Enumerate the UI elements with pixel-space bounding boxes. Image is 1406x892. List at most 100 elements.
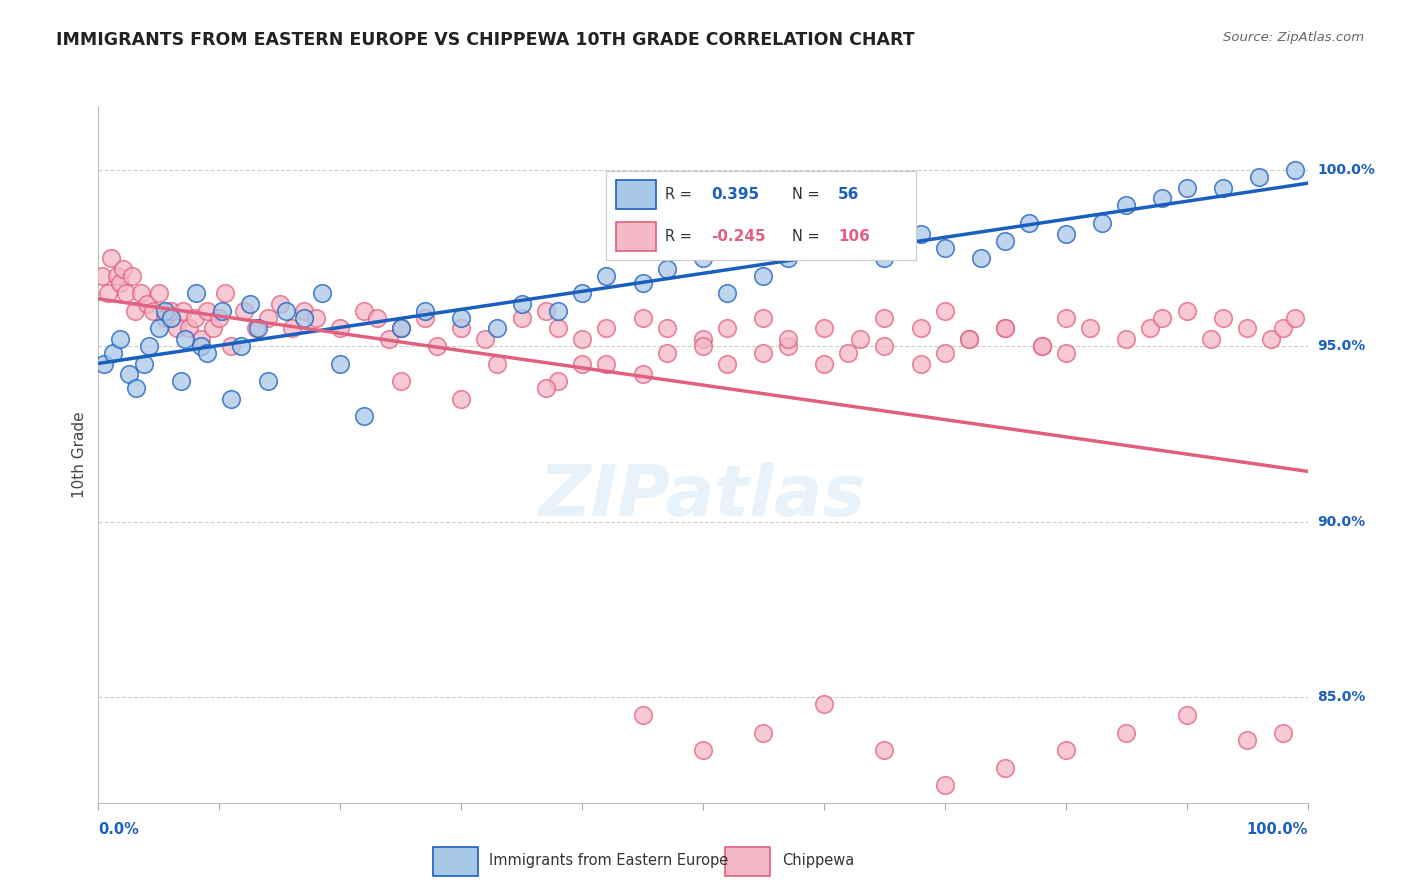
- Point: [776, 332, 799, 346]
- Point: [166, 321, 188, 335]
- Point: [232, 303, 254, 318]
- Point: [389, 321, 412, 335]
- Point: [211, 303, 233, 318]
- Point: [716, 357, 738, 371]
- Point: [329, 321, 352, 335]
- Point: [474, 332, 496, 346]
- Point: [190, 339, 212, 353]
- Point: [510, 310, 533, 325]
- Point: [1152, 310, 1174, 325]
- Text: N =: N =: [792, 228, 820, 244]
- Point: [1284, 310, 1306, 325]
- FancyBboxPatch shape: [725, 847, 770, 876]
- Point: [934, 778, 956, 792]
- Point: [655, 346, 678, 360]
- Point: [547, 374, 569, 388]
- Text: 56: 56: [838, 186, 859, 202]
- Point: [692, 339, 714, 353]
- Point: [153, 310, 176, 325]
- Text: 0.395: 0.395: [711, 186, 759, 202]
- Text: Source: ZipAtlas.com: Source: ZipAtlas.com: [1223, 31, 1364, 45]
- Point: [353, 409, 375, 424]
- Point: [957, 332, 980, 346]
- Point: [195, 303, 218, 318]
- FancyBboxPatch shape: [433, 847, 478, 876]
- Point: [813, 321, 835, 335]
- Point: [229, 339, 252, 353]
- Point: [534, 303, 557, 318]
- Text: 95.0%: 95.0%: [1317, 339, 1365, 353]
- Point: [873, 251, 896, 265]
- Text: 106: 106: [838, 228, 870, 244]
- Point: [631, 708, 654, 723]
- Point: [1054, 743, 1077, 757]
- Point: [837, 234, 859, 248]
- Point: [450, 310, 472, 325]
- Point: [571, 332, 593, 346]
- Point: [631, 276, 654, 290]
- Point: [329, 357, 352, 371]
- Point: [121, 268, 143, 283]
- Point: [1031, 339, 1053, 353]
- Point: [160, 303, 183, 318]
- Point: [105, 268, 128, 283]
- Point: [571, 286, 593, 301]
- Point: [970, 251, 993, 265]
- Text: Chippewa: Chippewa: [782, 854, 853, 868]
- Point: [813, 698, 835, 712]
- Point: [571, 357, 593, 371]
- Point: [910, 227, 932, 241]
- Point: [115, 286, 138, 301]
- Point: [426, 339, 449, 353]
- Point: [934, 241, 956, 255]
- Point: [547, 303, 569, 318]
- Point: [1054, 310, 1077, 325]
- Point: [142, 303, 165, 318]
- Point: [108, 276, 131, 290]
- Point: [450, 321, 472, 335]
- Point: [1284, 163, 1306, 178]
- Point: [256, 374, 278, 388]
- Text: Immigrants from Eastern Europe: Immigrants from Eastern Europe: [489, 854, 728, 868]
- Point: [366, 310, 388, 325]
- Point: [1236, 321, 1258, 335]
- Point: [169, 374, 191, 388]
- Text: 85.0%: 85.0%: [1317, 690, 1365, 705]
- Point: [1115, 198, 1137, 212]
- Point: [752, 310, 775, 325]
- Point: [186, 286, 208, 301]
- Point: [994, 321, 1017, 335]
- Point: [1249, 170, 1271, 185]
- Point: [256, 310, 278, 325]
- Point: [1175, 181, 1198, 195]
- Text: N =: N =: [792, 186, 820, 202]
- Point: [534, 381, 557, 395]
- Point: [93, 357, 115, 371]
- Text: 100.0%: 100.0%: [1317, 163, 1375, 178]
- Point: [716, 286, 738, 301]
- Point: [292, 303, 315, 318]
- Point: [353, 303, 375, 318]
- Point: [994, 234, 1017, 248]
- Text: 100.0%: 100.0%: [1246, 822, 1308, 837]
- Point: [1199, 332, 1222, 346]
- Point: [873, 310, 896, 325]
- Point: [91, 268, 114, 283]
- Point: [245, 321, 267, 335]
- Point: [837, 346, 859, 360]
- Point: [148, 321, 170, 335]
- Point: [160, 310, 183, 325]
- Point: [1054, 346, 1077, 360]
- Point: [108, 332, 131, 346]
- Text: 0.0%: 0.0%: [98, 822, 139, 837]
- Point: [716, 321, 738, 335]
- FancyBboxPatch shape: [616, 180, 655, 210]
- Point: [1152, 191, 1174, 205]
- Text: IMMIGRANTS FROM EASTERN EUROPE VS CHIPPEWA 10TH GRADE CORRELATION CHART: IMMIGRANTS FROM EASTERN EUROPE VS CHIPPE…: [56, 31, 915, 49]
- Point: [101, 346, 124, 360]
- Point: [692, 743, 714, 757]
- Text: 90.0%: 90.0%: [1317, 515, 1365, 529]
- Point: [752, 725, 775, 739]
- Text: R =: R =: [665, 228, 692, 244]
- Point: [1018, 216, 1040, 230]
